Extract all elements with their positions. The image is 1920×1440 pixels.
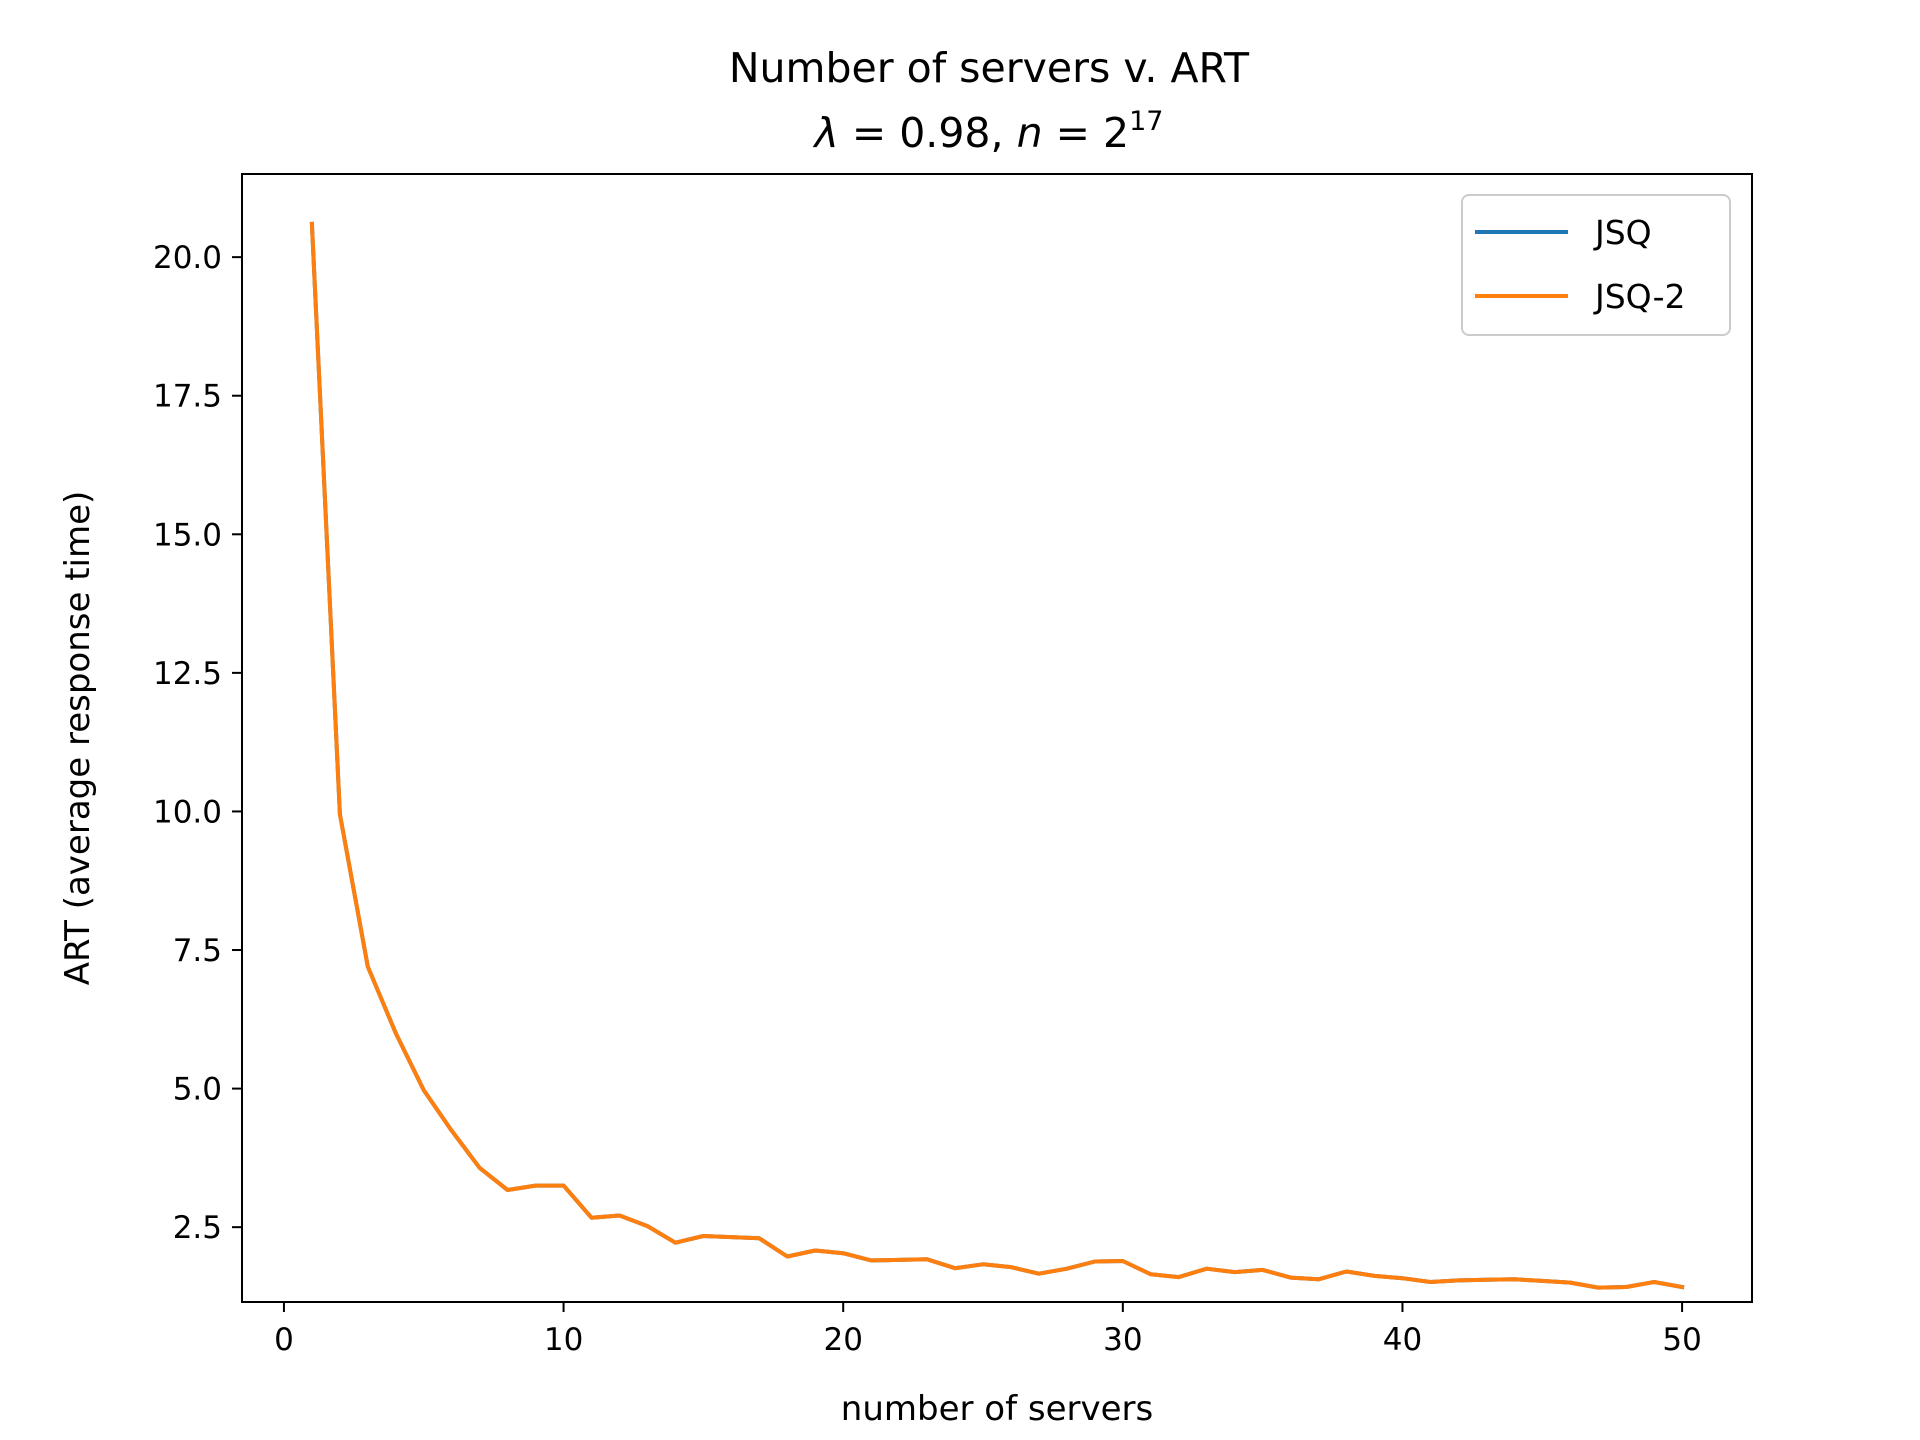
y-tick-label: 10.0 bbox=[153, 794, 222, 830]
subtitle-lambda-symbol: λ bbox=[813, 109, 839, 157]
y-tick-label: 15.0 bbox=[153, 517, 222, 553]
y-tick-label: 5.0 bbox=[173, 1072, 222, 1108]
subtitle-n-exponent: 17 bbox=[1129, 106, 1163, 137]
x-tick-label: 50 bbox=[1662, 1322, 1701, 1358]
y-tick-label: 20.0 bbox=[153, 240, 222, 276]
x-axis: 0 10 20 30 40 50 bbox=[274, 1302, 1702, 1358]
legend-label-jsq-2: JSQ-2 bbox=[1593, 277, 1685, 316]
x-tick-label: 20 bbox=[823, 1322, 862, 1358]
y-tick-label: 12.5 bbox=[153, 656, 222, 692]
x-tick-label: 0 bbox=[274, 1322, 294, 1358]
chart-title: Number of servers v. ART bbox=[729, 44, 1250, 92]
x-axis-label: number of servers bbox=[841, 1389, 1153, 1429]
legend: JSQ JSQ-2 bbox=[1461, 194, 1731, 336]
plot-frame bbox=[241, 173, 1753, 1303]
y-tick-label: 17.5 bbox=[153, 379, 222, 415]
subtitle-n-base: 2 bbox=[1103, 109, 1129, 157]
y-axis-label: ART (average response time) bbox=[58, 491, 98, 986]
subtitle-n-symbol: n bbox=[1017, 109, 1043, 157]
plot-area bbox=[309, 221, 1685, 1290]
y-tick-label: 2.5 bbox=[173, 1210, 222, 1246]
y-tick-label: 7.5 bbox=[173, 933, 222, 969]
chart-subtitle: λ = 0.98, n = 217 bbox=[813, 106, 1164, 157]
subtitle-lambda-value: 0.98 bbox=[899, 109, 990, 157]
legend-label-jsq: JSQ bbox=[1593, 213, 1652, 252]
x-tick-label: 30 bbox=[1103, 1322, 1142, 1358]
x-tick-label: 10 bbox=[544, 1322, 583, 1358]
x-tick-label: 40 bbox=[1383, 1322, 1422, 1358]
y-axis: 2.5 5.0 7.5 10.0 12.5 15.0 17.5 20.0 bbox=[153, 240, 242, 1246]
series-line-jsq-2 bbox=[309, 221, 1685, 1290]
